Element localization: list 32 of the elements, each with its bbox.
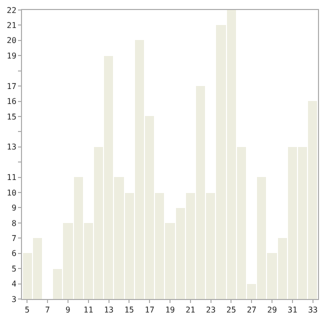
x-tick-label: 29	[267, 306, 278, 315]
y-tick-label: 5	[12, 264, 17, 274]
x-tick-label: 15	[124, 306, 134, 315]
y-tick-label: 16	[6, 97, 17, 106]
y-tick-label: 6	[12, 249, 17, 258]
y-tick-label: 22	[6, 6, 17, 15]
x-tick-label: 17	[144, 306, 155, 315]
y-tick-label: 20	[6, 36, 17, 46]
y-tick-label: 17	[6, 82, 17, 91]
x-tick-label: 33	[308, 306, 318, 315]
y-tick-label: 13	[6, 142, 17, 152]
x-tick-label: 21	[186, 306, 196, 315]
y-tick-label: 15	[6, 112, 17, 122]
x-tick-label: 27	[246, 306, 257, 315]
y-tick-label: 3	[12, 294, 17, 304]
y-tick-label: 21	[6, 21, 17, 30]
x-tick-label: 7	[45, 306, 50, 315]
x-tick-label: 25	[226, 306, 236, 315]
y-tick-label: 9	[12, 204, 17, 213]
x-tick-label: 11	[84, 306, 94, 315]
x-tick-label: 5	[24, 306, 30, 315]
y-tick-label: 4	[12, 280, 17, 289]
x-tick-label: 13	[104, 306, 114, 315]
y-tick-label: 7	[12, 234, 17, 243]
y-tick-label: 8	[12, 218, 17, 228]
y-tick-label: 10	[6, 188, 17, 198]
y-tick-label: 11	[6, 173, 17, 182]
y-tick-label: 19	[6, 51, 17, 60]
x-tick-label: 9	[66, 306, 71, 315]
x-tick-label: 23	[206, 306, 216, 315]
x-tick-label: 19	[165, 306, 175, 315]
x-tick-label: 31	[288, 306, 298, 315]
